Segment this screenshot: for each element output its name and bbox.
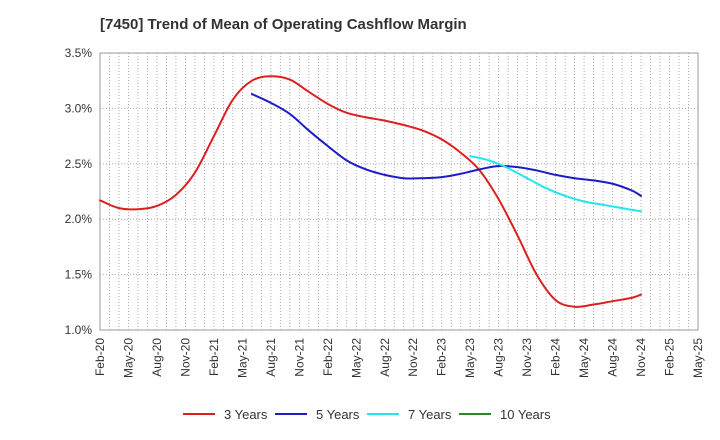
grid [100,53,698,330]
x-tick-label: Nov-20 [178,338,192,377]
x-tick-label: Aug-23 [492,338,506,377]
x-tick-label: Aug-22 [378,338,392,377]
x-tick-label: Feb-22 [321,338,335,376]
plot-area-border [99,52,699,331]
legend-label: 10 Years [500,407,551,422]
y-tick-label: 1.0% [65,323,93,337]
x-tick-label: May-21 [235,338,249,378]
chart-title: [7450] Trend of Mean of Operating Cashfl… [100,16,467,33]
x-tick-label: Nov-24 [634,338,648,377]
x-tick-label: Aug-21 [264,338,278,377]
legend: 3 Years 5 Years 7 Years 10 Years [183,407,551,422]
x-tick-label: May-20 [121,338,135,378]
y-tick-label: 3.5% [65,46,93,60]
series-line-3-years [99,75,643,308]
x-tick-label: May-24 [577,338,591,378]
x-tick-label: Nov-21 [292,338,306,377]
x-tick-label: Aug-20 [150,338,164,377]
series-line-5-years [250,93,643,197]
x-tick-label: May-22 [349,338,363,378]
series-line-7-years [469,155,643,213]
legend-label: 5 Years [316,407,360,422]
y-axis: 1.0% 1.5% 2.0% 2.5% 3.0% 3.5% [65,46,93,337]
legend-label: 7 Years [408,407,452,422]
x-tick-label: Aug-24 [606,338,620,377]
y-tick-label: 2.5% [65,157,93,171]
x-tick-label: Nov-23 [520,338,534,377]
legend-label: 3 Years [224,407,268,422]
y-tick-label: 3.0% [65,101,93,115]
x-tick-label: May-23 [463,338,477,378]
x-tick-label: Feb-23 [435,338,449,376]
x-tick-label: Feb-21 [207,338,221,376]
series-lines [99,75,643,308]
x-tick-label: May-25 [691,338,705,378]
y-tick-label: 2.0% [65,212,93,226]
x-tick-label: Feb-25 [663,338,677,376]
y-tick-label: 1.5% [65,268,93,282]
x-axis: Feb-20 May-20 Aug-20 Nov-20 Feb-21 May-21 Aug-… [93,338,705,378]
x-tick-label: Feb-24 [549,338,563,376]
x-tick-label: Nov-22 [406,338,420,377]
x-tick-label: Feb-20 [93,338,107,376]
